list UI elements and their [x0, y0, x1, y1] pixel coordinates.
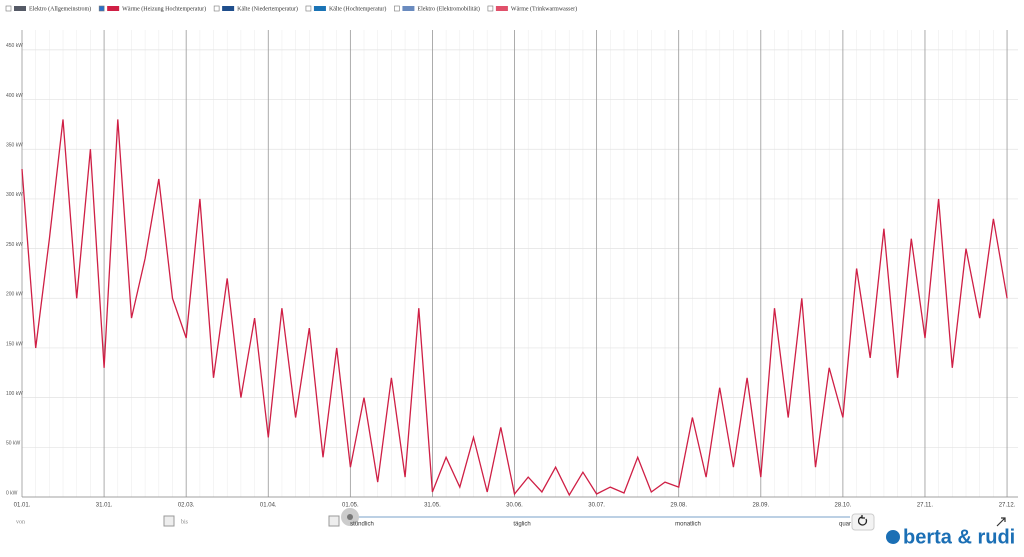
- y-tick-label: 50 kW: [6, 441, 20, 447]
- legend-checkbox[interactable]: [394, 5, 400, 12]
- x-tick-label: 31.05.: [424, 503, 441, 509]
- resolution-handle-dot: [347, 514, 353, 520]
- x-tick-label: 01.05.: [342, 503, 359, 509]
- resolution-label[interactable]: täglich: [513, 522, 530, 528]
- to-calendar[interactable]: [328, 515, 340, 527]
- data-line: [21, 119, 1008, 497]
- y-tick-label: 400 kW: [6, 93, 23, 99]
- legend-label: Elektro (Elektromobilität): [417, 5, 479, 12]
- to-label: bis: [181, 519, 189, 525]
- x-tick-label: 02.03.: [178, 503, 195, 509]
- y-tick-label: 200 kW: [6, 292, 23, 298]
- legend-swatch: [14, 6, 26, 11]
- legend-swatch: [495, 6, 508, 11]
- legend-checkbox[interactable]: [305, 5, 312, 12]
- legend-swatch: [313, 6, 326, 11]
- x-tick-label: 30.06.: [506, 503, 523, 509]
- x-tick-label: 29.08.: [670, 503, 687, 509]
- legend-label: Wärme (Trinkwarmwasser): [511, 5, 577, 12]
- x-tick-label: 31.01.: [96, 503, 113, 509]
- legend-label: Elektro (Allgemeinstrom): [29, 5, 91, 12]
- y-tick-label: 300 kW: [6, 192, 23, 198]
- legend-swatch: [222, 6, 235, 11]
- from-calendar[interactable]: [163, 515, 175, 527]
- reset-icon: [857, 515, 868, 526]
- legend-swatch: [402, 6, 415, 11]
- legend-checkbox[interactable]: [98, 5, 105, 12]
- legend-swatch: [107, 6, 120, 11]
- legend-label: Wärme (Heizung Hochtemperatur): [122, 5, 206, 12]
- legend-checkbox[interactable]: [487, 5, 494, 12]
- y-tick-label: 450 kW: [6, 43, 23, 49]
- legend-label: Kälte (Niedertemperatur): [237, 5, 298, 12]
- y-tick-label: 100 kW: [6, 391, 23, 397]
- y-tick-label: 350 kW: [6, 143, 23, 149]
- resolution-label[interactable]: monatlich: [675, 522, 701, 528]
- reset-button[interactable]: [851, 513, 875, 531]
- legend-checkbox[interactable]: [213, 5, 220, 12]
- from-label: von: [16, 519, 25, 525]
- x-tick-label: 28.10.: [835, 503, 852, 509]
- resolution-label[interactable]: stündlich: [350, 522, 374, 528]
- legend-checkbox[interactable]: [5, 5, 12, 12]
- expand-icon[interactable]: [996, 517, 1006, 527]
- logo-icon: [886, 530, 900, 544]
- y-tick-label: 150 kW: [6, 341, 23, 347]
- legend-label: Kälte (Hochtemperatur): [329, 5, 386, 12]
- y-tick-label: 250 kW: [6, 242, 23, 248]
- resolution-label[interactable]: quar: [839, 522, 851, 528]
- y-tick-label: 0 kW: [6, 490, 18, 496]
- x-tick-label: 30.07.: [588, 503, 605, 509]
- x-tick-label: 27.11.: [917, 503, 934, 509]
- x-tick-label: 28.09.: [752, 503, 769, 509]
- x-tick-label: 27.12.: [999, 503, 1016, 509]
- x-tick-label: 01.04.: [260, 503, 277, 509]
- x-tick-label: 01.01.: [14, 503, 31, 509]
- logo: berta & rudi: [903, 526, 1015, 548]
